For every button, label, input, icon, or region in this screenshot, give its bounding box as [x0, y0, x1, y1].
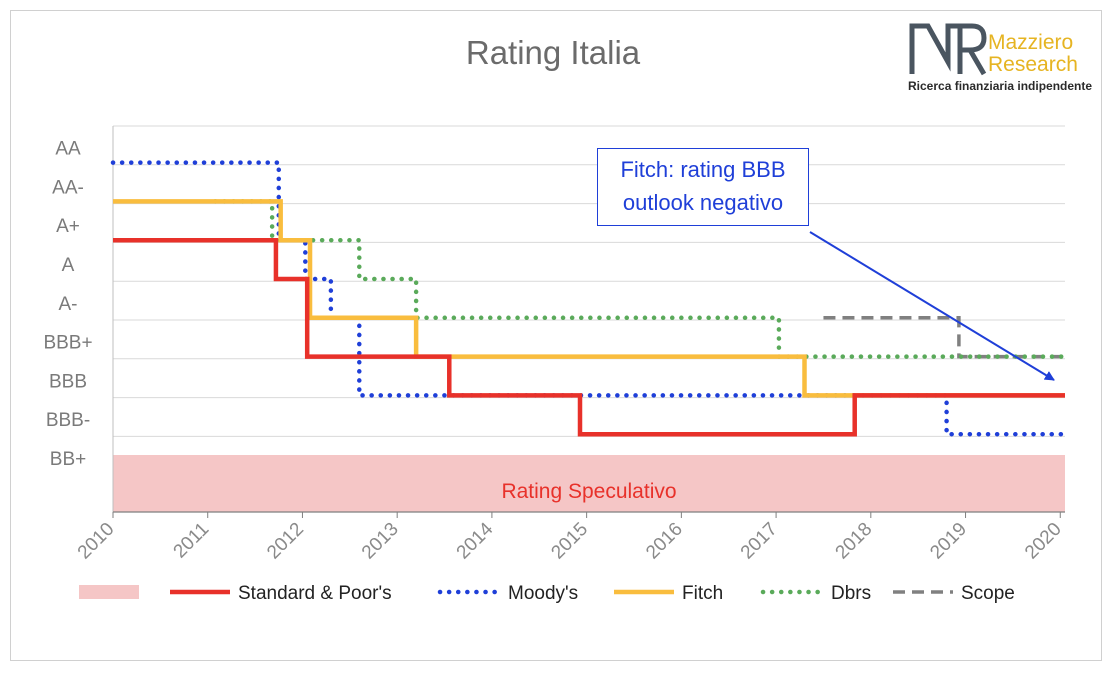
x-tick-label: 2010	[74, 519, 119, 564]
legend-label: Standard & Poor's	[238, 583, 392, 604]
x-tick-label: 2019	[926, 519, 971, 564]
y-tick-label: BBB-	[46, 410, 90, 431]
speculative-band-label: Rating Speculativo	[501, 480, 676, 503]
legend-swatch-speculative	[79, 585, 139, 599]
x-tick-label: 2020	[1021, 519, 1066, 564]
x-tick-label: 2018	[832, 519, 877, 564]
annotation-arrow	[809, 231, 1055, 381]
series-line-dbrs	[213, 199, 1068, 359]
axes	[112, 126, 1065, 513]
series-line-scope	[823, 316, 1065, 359]
annotation-line-2: outlook negativo	[622, 190, 784, 215]
legend-label: Moody's	[508, 583, 578, 604]
chart-frame	[10, 10, 1102, 661]
y-tick-label: AA-	[52, 177, 84, 198]
legend: Standard & Poor's Moody's Fitch Dbrs Scope	[79, 583, 1015, 604]
speculative-band	[113, 455, 1065, 512]
x-tick-label: 2016	[642, 519, 687, 564]
logo-mark	[909, 23, 987, 76]
annotation-line-1: Fitch: rating BBB	[620, 157, 786, 182]
legend-label: Scope	[961, 583, 1015, 604]
legend-label: Fitch	[682, 583, 723, 604]
x-tick-labels: 2010 2011 2012 2013 2014 2015 2016 2017 2018 2019…	[74, 512, 1066, 563]
series-line-moody-s	[110, 160, 1068, 437]
logo-name-line-2: Research	[988, 53, 1078, 76]
y-tick-label: BB+	[50, 449, 86, 470]
legend-label: Dbrs	[831, 583, 871, 604]
x-tick-label: 2013	[358, 519, 403, 564]
series-lines	[110, 160, 1068, 437]
x-tick-label: 2015	[547, 519, 592, 564]
y-tick-label: A-	[59, 294, 78, 315]
y-tick-label: A+	[56, 216, 80, 237]
chart-title: Rating Italia	[466, 34, 641, 71]
series-line-standard-poor-s	[113, 237, 1065, 437]
y-tick-label: BBB+	[43, 333, 92, 354]
logo-name-line-1: Mazziero	[988, 31, 1074, 54]
annotation-box: Fitch: rating BBB outlook negativo	[597, 148, 809, 226]
logo: Mazziero Research Ricerca finanziaria in…	[908, 20, 1098, 100]
logo-tagline: Ricerca finanziaria indipendente	[908, 79, 1093, 93]
x-tick-label: 2017	[737, 519, 782, 564]
x-tick-label: 2012	[263, 519, 308, 564]
y-tick-label: BBB	[49, 371, 87, 392]
x-tick-label: 2014	[453, 518, 498, 563]
series-line-fitch	[113, 199, 1065, 398]
y-tick-label: A	[62, 255, 75, 276]
x-tick-label: 2011	[170, 519, 214, 563]
y-tick-label: AA	[55, 139, 81, 160]
y-tick-labels: BB+ BBB- BBB BBB+ A- A A+ AA- AA	[43, 139, 92, 470]
